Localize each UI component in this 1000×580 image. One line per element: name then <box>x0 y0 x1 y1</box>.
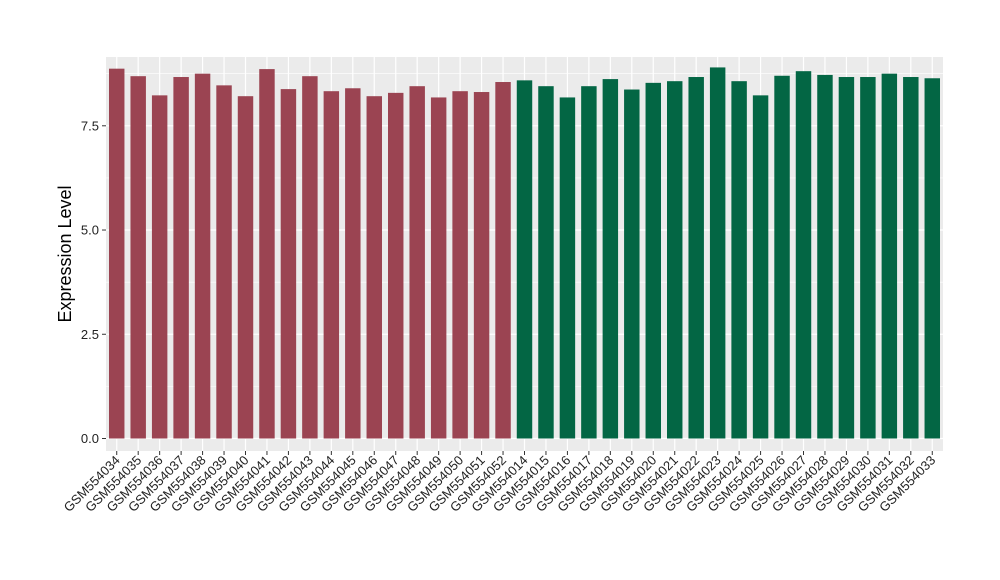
y-axis-title: Expression Level <box>55 185 75 322</box>
bar <box>216 85 232 439</box>
bar <box>581 86 597 439</box>
y-axis: 0.0 2.5 5.0 7.5 <box>81 118 106 446</box>
bar <box>452 91 468 439</box>
bars <box>109 67 940 439</box>
bar <box>667 81 683 439</box>
bar <box>173 77 189 439</box>
bar <box>495 82 511 439</box>
bar <box>194 73 211 439</box>
bar <box>430 97 447 439</box>
bar <box>109 68 125 439</box>
bar <box>774 75 790 439</box>
bar <box>795 71 812 439</box>
y-tick-label: 5.0 <box>81 223 99 238</box>
bar <box>302 76 318 439</box>
bar <box>860 77 876 439</box>
bar <box>538 86 554 439</box>
bar <box>709 67 726 439</box>
bar <box>323 91 340 439</box>
bar <box>366 96 382 439</box>
bar <box>838 77 855 439</box>
y-tick-label: 2.5 <box>81 327 99 342</box>
bar <box>237 96 254 439</box>
bar <box>388 92 404 439</box>
y-tick-label: 0.0 <box>81 431 99 446</box>
bar <box>645 82 661 439</box>
bar <box>559 97 576 439</box>
bar <box>473 92 490 439</box>
bar <box>731 81 747 439</box>
bar <box>688 77 704 439</box>
bar <box>881 73 898 439</box>
bar <box>130 76 146 439</box>
bar <box>280 89 297 439</box>
bar <box>516 80 533 439</box>
bar <box>817 74 833 439</box>
bar <box>924 78 940 439</box>
bar <box>624 89 640 439</box>
bar <box>409 86 425 439</box>
bar <box>903 77 919 439</box>
y-tick-label: 7.5 <box>81 118 99 133</box>
bar <box>602 79 619 439</box>
bar <box>151 95 168 439</box>
bar <box>259 69 275 439</box>
bar <box>752 95 769 439</box>
x-axis: GSM554034GSM554035GSM554036GSM554037GSM5… <box>61 451 938 515</box>
bar <box>345 88 361 439</box>
